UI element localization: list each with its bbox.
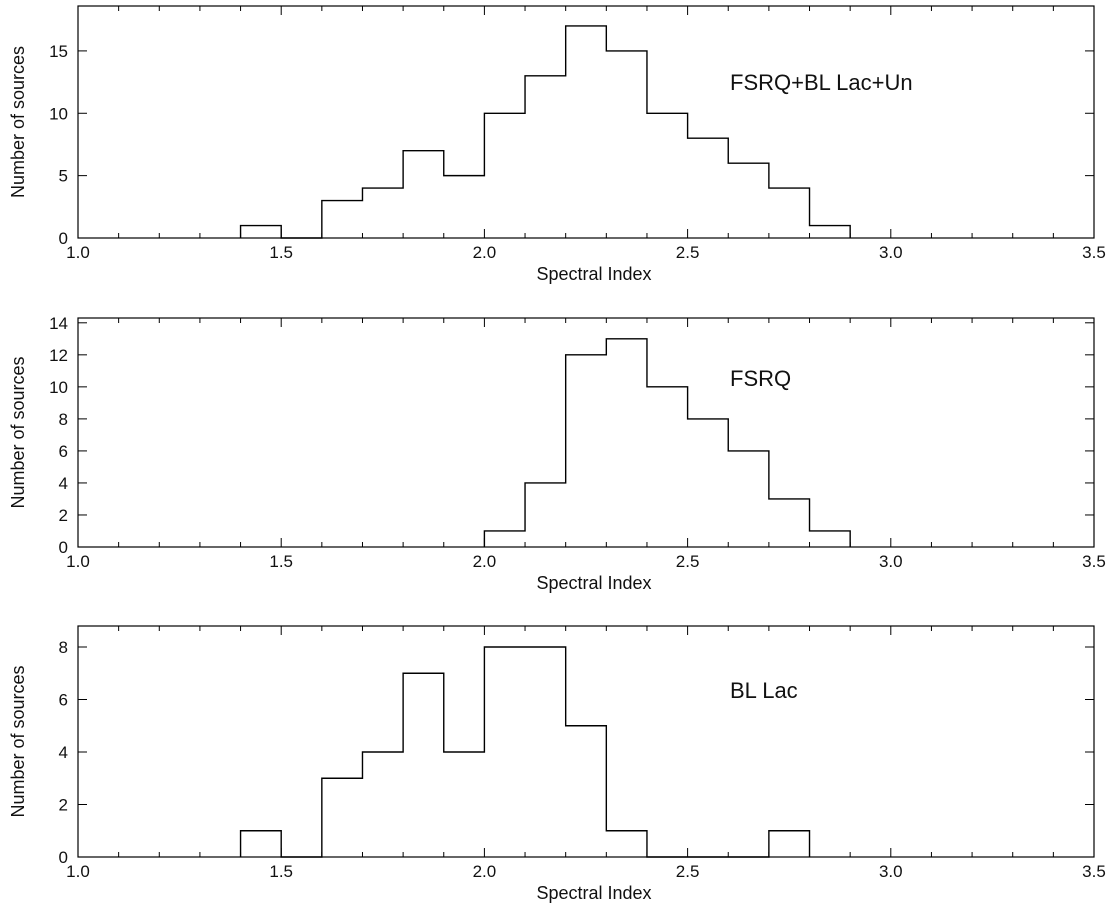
y-tick-label: 8 <box>59 410 68 429</box>
histogram-bin <box>484 531 525 547</box>
histogram-bin <box>566 726 607 857</box>
histogram-bin <box>810 531 851 547</box>
histogram-bin <box>647 387 688 547</box>
x-tick-label: 3.0 <box>879 552 903 571</box>
histogram-bin <box>688 419 729 547</box>
y-axis-label: Number of sources <box>8 46 28 198</box>
x-axis-label: Spectral Index <box>536 573 651 593</box>
x-tick-label: 3.5 <box>1082 862 1106 881</box>
y-tick-label: 10 <box>49 378 68 397</box>
histogram-bin <box>810 226 851 238</box>
histogram-outline <box>239 646 811 858</box>
histogram-bin <box>241 226 282 238</box>
histogram-bin <box>525 76 566 238</box>
plot-frame <box>77 5 1095 239</box>
histogram-bin <box>769 831 810 857</box>
histogram-bin <box>688 138 729 238</box>
y-tick-label: 10 <box>49 104 68 123</box>
histogram-bin <box>444 176 485 238</box>
histogram-bin <box>403 151 444 238</box>
panel-label: FSRQ+BL Lac+Un <box>730 70 913 95</box>
x-tick-label: 1.0 <box>66 552 90 571</box>
histogram-bin <box>362 752 403 857</box>
x-tick-label: 1.5 <box>269 552 293 571</box>
histogram-bin <box>566 26 607 238</box>
y-tick-label: 2 <box>59 506 68 525</box>
histogram-panel-1: 1.0 1.5 2.0 2.5 3.0 3.5 0 5 10 15 Spectral Index Nu… <box>8 5 1106 284</box>
x-tick-label: 1.0 <box>66 862 90 881</box>
x-axis-label: Spectral Index <box>536 883 651 903</box>
panel-label: BL Lac <box>730 678 798 703</box>
x-tick-label: 1.0 <box>66 243 90 262</box>
histogram-bin <box>728 451 769 547</box>
x-tick-label: 1.5 <box>269 862 293 881</box>
histogram-bin <box>525 647 566 857</box>
y-tick-label: 4 <box>59 743 68 762</box>
histogram-bin <box>241 831 282 857</box>
x-tick-label: 3.5 <box>1082 552 1106 571</box>
histogram-outline <box>483 338 851 547</box>
y-tick-label: 14 <box>49 314 68 333</box>
histogram-bin <box>322 778 363 857</box>
histogram-bin <box>769 188 810 238</box>
x-tick-label: 2.5 <box>676 862 700 881</box>
histogram-bin <box>728 163 769 238</box>
histogram-bin <box>566 355 607 547</box>
histogram-bin <box>444 752 485 857</box>
histogram-bin <box>769 499 810 547</box>
y-tick-label: 0 <box>59 538 68 557</box>
x-tick-label: 3.0 <box>879 862 903 881</box>
histogram-bin <box>525 483 566 547</box>
histogram-bin <box>606 831 647 857</box>
histogram-bin <box>606 339 647 547</box>
x-tick-label: 3.0 <box>879 243 903 262</box>
histogram-bin <box>647 113 688 238</box>
histogram-bin <box>403 673 444 857</box>
x-axis-label: Spectral Index <box>536 264 651 284</box>
histogram-outline <box>239 25 851 239</box>
y-axis-label: Number of sources <box>8 356 28 508</box>
plot-frame <box>77 317 1095 548</box>
x-tick-label: 2.0 <box>473 552 497 571</box>
histogram-panel-3: 1.0 1.5 2.0 2.5 3.0 3.5 0 2 4 6 8 Spectral Index Num… <box>8 625 1106 903</box>
plot-frame <box>77 625 1095 858</box>
histogram-bin <box>362 188 403 238</box>
y-tick-label: 0 <box>59 848 68 867</box>
x-tick-label: 1.5 <box>269 243 293 262</box>
x-tick-label: 2.5 <box>676 243 700 262</box>
y-tick-label: 12 <box>49 346 68 365</box>
y-axis-label: Number of sources <box>8 665 28 817</box>
histogram-bin <box>484 647 525 857</box>
y-tick-label: 15 <box>49 42 68 61</box>
y-tick-label: 2 <box>59 796 68 815</box>
y-tick-label: 4 <box>59 474 68 493</box>
x-tick-label: 2.0 <box>473 862 497 881</box>
y-tick-label: 8 <box>59 638 68 657</box>
panel-label: FSRQ <box>730 366 791 391</box>
y-tick-label: 0 <box>59 229 68 248</box>
y-tick-label: 6 <box>59 691 68 710</box>
histogram-panel-2: 1.0 1.5 2.0 2.5 3.0 3.5 0 2 4 6 8 10 12 14 Spectral In… <box>8 314 1106 593</box>
histogram-bin <box>606 51 647 238</box>
x-tick-label: 3.5 <box>1082 243 1106 262</box>
y-tick-label: 6 <box>59 442 68 461</box>
histogram-bin <box>322 201 363 238</box>
x-tick-label: 2.0 <box>473 243 497 262</box>
histogram-bin <box>484 113 525 238</box>
y-tick-label: 5 <box>59 167 68 186</box>
x-tick-label: 2.5 <box>676 552 700 571</box>
